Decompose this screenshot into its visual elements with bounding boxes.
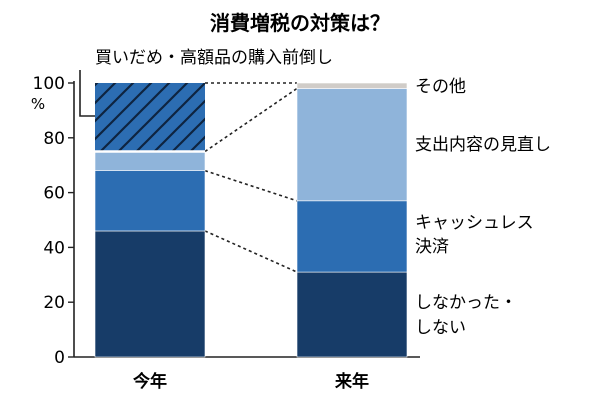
series-label: しない [415, 318, 466, 338]
connector-line [204, 169, 298, 202]
series-label: 決済 [415, 237, 449, 257]
connector-line [204, 230, 298, 273]
series-label: しなかった・ [415, 293, 517, 313]
bar-segment [95, 83, 205, 152]
y-tick-label: 40 [43, 238, 65, 258]
y-axis: 0 20 40 60 80 100% [31, 74, 420, 368]
y-tick-label: 60 [43, 184, 65, 204]
bars [94, 82, 408, 358]
y-tick-label: 0 [54, 348, 65, 368]
y-tick-label: 80 [43, 129, 65, 149]
y-tick-label: 100 [33, 74, 65, 94]
bar-segment [94, 230, 206, 358]
chart-title: 消費増税の対策は？ [210, 11, 390, 35]
bar-segment [94, 151, 206, 171]
series-label: 支出内容の見直し [415, 135, 551, 155]
bar-segment [296, 82, 408, 89]
connector-line [204, 87, 298, 153]
y-tick-label: 20 [43, 293, 65, 313]
category-label: 来年 [334, 371, 369, 392]
category-label: 今年 [133, 371, 167, 392]
series-label: その他 [415, 77, 466, 97]
bar-segment [94, 170, 206, 232]
connector-lines [204, 82, 298, 273]
series-label: 買いだめ・高額品の購入前倒し [95, 48, 333, 68]
y-axis-unit: % [31, 95, 45, 113]
series-label: キャッシュレス [415, 213, 534, 233]
label-leader-line [79, 70, 95, 117]
bar-segment [296, 271, 408, 358]
bar-segment [296, 200, 408, 273]
bar-segment [296, 88, 408, 202]
category-labels: 今年 来年 [133, 371, 369, 392]
